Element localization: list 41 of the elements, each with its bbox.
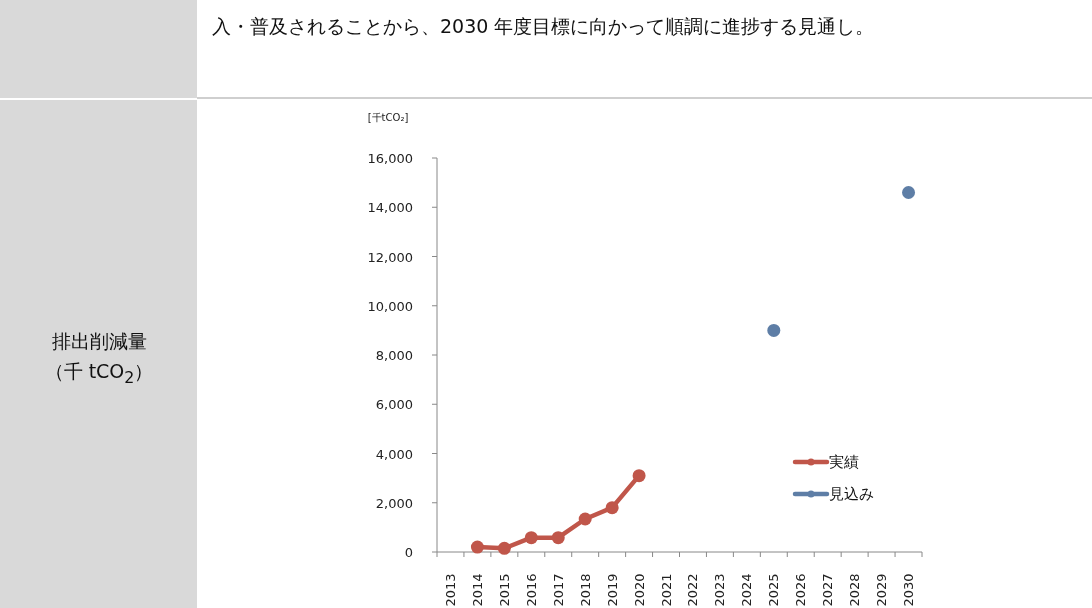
point <box>605 501 619 515</box>
text: 入・普及されることから、2030 年度目標に向かって順調に進捗する見通し。 <box>212 14 876 39</box>
x-tick-label: 2030 <box>901 573 917 607</box>
x-tick-label: 2018 <box>577 573 593 607</box>
point <box>902 185 916 199</box>
x-tick-label: 2014 <box>469 573 485 607</box>
text: 排出削減量（千 tCO$_{2}$） <box>43 329 155 389</box>
y-tick-label: 16,000 <box>367 151 413 166</box>
x-tick-label: 2026 <box>793 573 809 607</box>
y-tick-label: 8,000 <box>375 348 413 363</box>
y-tick-label: 6,000 <box>375 397 413 413</box>
y-tick-label: 10,000 <box>367 298 413 314</box>
legend-label: 実績 <box>829 453 859 471</box>
x-tick-label: 2029 <box>874 573 890 607</box>
y-tick-label: 2,000 <box>375 495 413 511</box>
y-tick-label: 4,000 <box>375 446 413 462</box>
y-tick-label: 0 <box>404 545 413 560</box>
x-tick-label: 2022 <box>685 573 701 607</box>
point <box>470 540 484 554</box>
point <box>767 323 781 337</box>
point <box>578 512 592 526</box>
x-tick-label: 2015 <box>496 573 512 607</box>
x-tick-label: 2019 <box>604 573 620 607</box>
x-tick-label: 2016 <box>523 573 539 607</box>
y-tick-label: 12,000 <box>367 249 413 265</box>
x-tick-label: 2017 <box>550 573 566 607</box>
point <box>632 469 646 483</box>
x-tick-label: 2028 <box>847 573 863 607</box>
x-tick-label: 2013 <box>442 573 458 607</box>
x-tick-label: 2021 <box>658 573 674 607</box>
x-tick-label: 2023 <box>712 573 728 607</box>
point <box>497 541 511 555</box>
legend-label: 見込み <box>829 485 874 503</box>
x-tick-label: 2027 <box>820 573 836 607</box>
x-tick-label: 2020 <box>631 573 647 607</box>
point <box>551 531 565 545</box>
y-axis-title: [千tCO₂] <box>367 112 409 123</box>
x-tick-label: 2024 <box>739 573 755 607</box>
point <box>524 531 538 545</box>
y-tick-label: 14,000 <box>367 200 413 216</box>
x-tick-label: 2025 <box>766 573 782 607</box>
